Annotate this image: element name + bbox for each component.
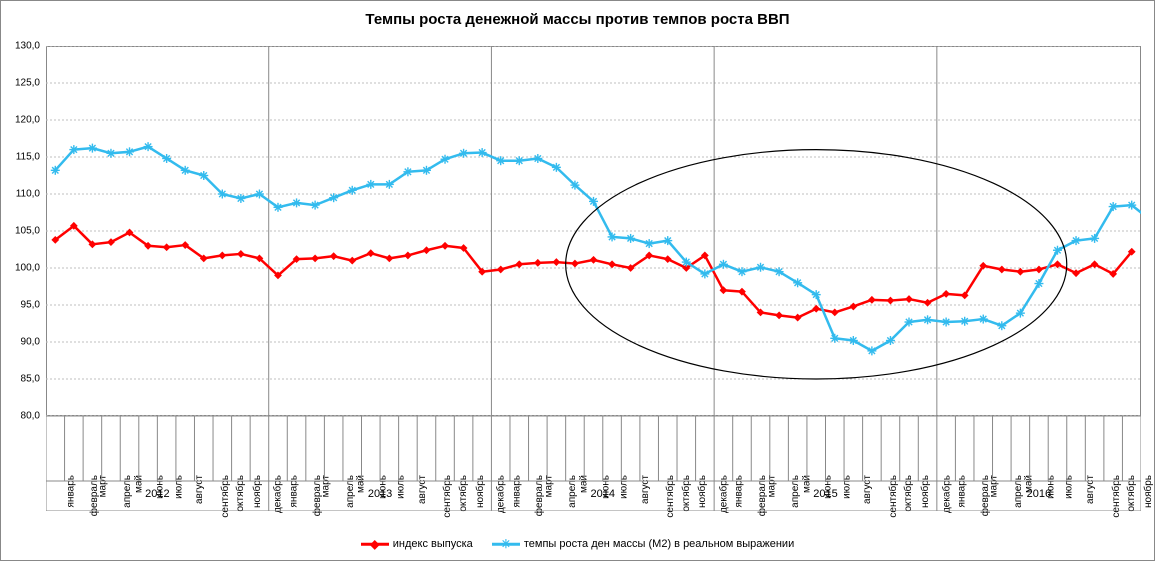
y-tick-label: 90,0 (1, 337, 40, 348)
legend: ◆ индекс выпуска ✳ темпы роста ден массы… (1, 537, 1154, 554)
y-tick-label: 115,0 (1, 152, 40, 163)
legend-item-2: ✳ темпы роста ден массы (М2) в реальном … (492, 537, 794, 551)
y-tick-label: 125,0 (1, 78, 40, 89)
legend-item-1: ◆ индекс выпуска (361, 537, 473, 551)
y-tick-label: 95,0 (1, 300, 40, 311)
y-tick-label: 85,0 (1, 374, 40, 385)
y-tick-label: 130,0 (1, 41, 40, 52)
y-tick-label: 110,0 (1, 189, 40, 200)
annotation-ellipse (566, 150, 1067, 379)
legend-swatch-2: ✳ (492, 537, 520, 551)
chart-container: Темпы роста денежной массы против темпов… (0, 0, 1155, 561)
y-tick-label: 120,0 (1, 115, 40, 126)
legend-swatch-1: ◆ (361, 537, 389, 551)
chart-title: Темпы роста денежной массы против темпов… (1, 11, 1154, 28)
y-tick-label: 80,0 (1, 411, 40, 422)
y-tick-label: 105,0 (1, 226, 40, 237)
plot-area (46, 46, 1141, 416)
legend-label-2: темпы роста ден массы (М2) в реальном вы… (524, 538, 794, 550)
legend-label-1: индекс выпуска (393, 538, 473, 550)
x-axis-band-grid (46, 416, 1141, 511)
x-tick-month-label: ноябрь (1143, 475, 1154, 508)
y-tick-label: 100,0 (1, 263, 40, 274)
